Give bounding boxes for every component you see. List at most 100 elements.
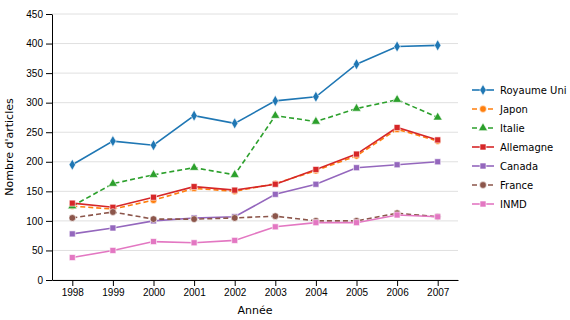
point xyxy=(272,95,278,106)
point xyxy=(191,240,197,246)
legend-item: Canada xyxy=(472,161,538,172)
tick-label: 0 xyxy=(37,275,43,286)
point xyxy=(353,59,359,70)
point xyxy=(352,103,361,111)
tick: 50 xyxy=(32,245,52,256)
tick: 350 xyxy=(26,68,52,79)
point xyxy=(191,216,198,223)
tick-mark xyxy=(235,280,236,286)
tick: 150 xyxy=(26,186,52,197)
legend-marker xyxy=(480,84,486,95)
line xyxy=(72,215,437,258)
tick-label: 2006 xyxy=(386,287,409,298)
point xyxy=(191,110,197,121)
tick-mark xyxy=(72,280,73,286)
point xyxy=(313,167,320,174)
tick: 450 xyxy=(26,9,52,20)
point xyxy=(394,124,400,130)
tick: 1998 xyxy=(62,280,85,298)
point xyxy=(434,138,441,145)
point xyxy=(231,118,237,129)
tick-mark xyxy=(46,221,52,222)
point xyxy=(191,184,197,190)
point xyxy=(68,201,77,209)
tick: 2004 xyxy=(305,280,328,298)
tick: 2001 xyxy=(183,280,206,298)
point xyxy=(272,180,279,187)
point xyxy=(69,255,75,261)
legend-label: Japon xyxy=(499,104,528,115)
y-axis-title: Nombre d'articles xyxy=(3,98,16,196)
tick-mark xyxy=(46,162,52,163)
tick: 2005 xyxy=(346,280,369,298)
tick: 250 xyxy=(26,127,52,138)
tick-mark xyxy=(46,14,52,15)
chart: 1998199920002001200220032004200520062007… xyxy=(0,0,570,320)
tick-label: 2004 xyxy=(305,287,328,298)
point xyxy=(190,162,199,170)
legend-label: Italie xyxy=(500,123,525,134)
tick-mark xyxy=(46,132,52,133)
tick-mark xyxy=(397,280,398,286)
x-axis-title: Année xyxy=(237,304,272,317)
point xyxy=(272,191,278,197)
point xyxy=(272,213,279,220)
grid-line xyxy=(52,220,458,221)
point xyxy=(313,166,319,172)
tick-mark xyxy=(46,191,52,192)
tick-label: 150 xyxy=(26,186,43,197)
legend-marker xyxy=(478,123,487,131)
legend-item: Allemagne xyxy=(472,142,553,153)
series xyxy=(69,40,441,171)
tick: 2000 xyxy=(143,280,166,298)
point xyxy=(313,91,319,102)
legend-label: Allemagne xyxy=(500,142,553,153)
point xyxy=(271,110,280,118)
point xyxy=(354,151,360,157)
tick: 100 xyxy=(26,216,52,227)
point xyxy=(230,170,239,178)
tick-mark xyxy=(154,280,155,286)
grid-line xyxy=(52,191,458,192)
tick-mark xyxy=(46,280,52,281)
point xyxy=(110,247,116,253)
legend-marker xyxy=(480,144,486,150)
line xyxy=(72,100,437,206)
tick: 2002 xyxy=(224,280,247,298)
point xyxy=(69,231,75,237)
y-axis: 050100150200250300350400450 xyxy=(26,9,52,286)
tick: 200 xyxy=(26,156,52,167)
series xyxy=(68,94,443,208)
point xyxy=(110,225,116,231)
point xyxy=(434,40,440,51)
tick-mark xyxy=(46,103,52,104)
point xyxy=(110,209,117,216)
line xyxy=(72,127,437,207)
point xyxy=(150,216,157,223)
series xyxy=(69,126,441,213)
point xyxy=(232,237,238,243)
line xyxy=(72,162,437,234)
point xyxy=(435,137,441,143)
series-group xyxy=(68,40,443,261)
tick-label: 50 xyxy=(32,245,44,256)
axis-line xyxy=(52,15,53,281)
point xyxy=(272,181,278,187)
legend-marker xyxy=(480,201,486,207)
line xyxy=(72,45,437,164)
tick-mark xyxy=(113,280,114,286)
legend-item: Japon xyxy=(472,104,528,115)
point xyxy=(110,136,116,147)
point xyxy=(435,214,441,220)
grid-line xyxy=(52,73,458,74)
tick-mark xyxy=(46,73,52,74)
point xyxy=(354,165,360,171)
legend-item: Italie xyxy=(472,123,525,134)
tick: 300 xyxy=(26,97,52,108)
legend-item: INMD xyxy=(472,199,527,210)
point xyxy=(311,116,320,124)
tick-mark xyxy=(46,250,52,251)
point xyxy=(393,94,402,102)
tick-mark xyxy=(357,280,358,286)
tick-label: 2003 xyxy=(265,287,288,298)
